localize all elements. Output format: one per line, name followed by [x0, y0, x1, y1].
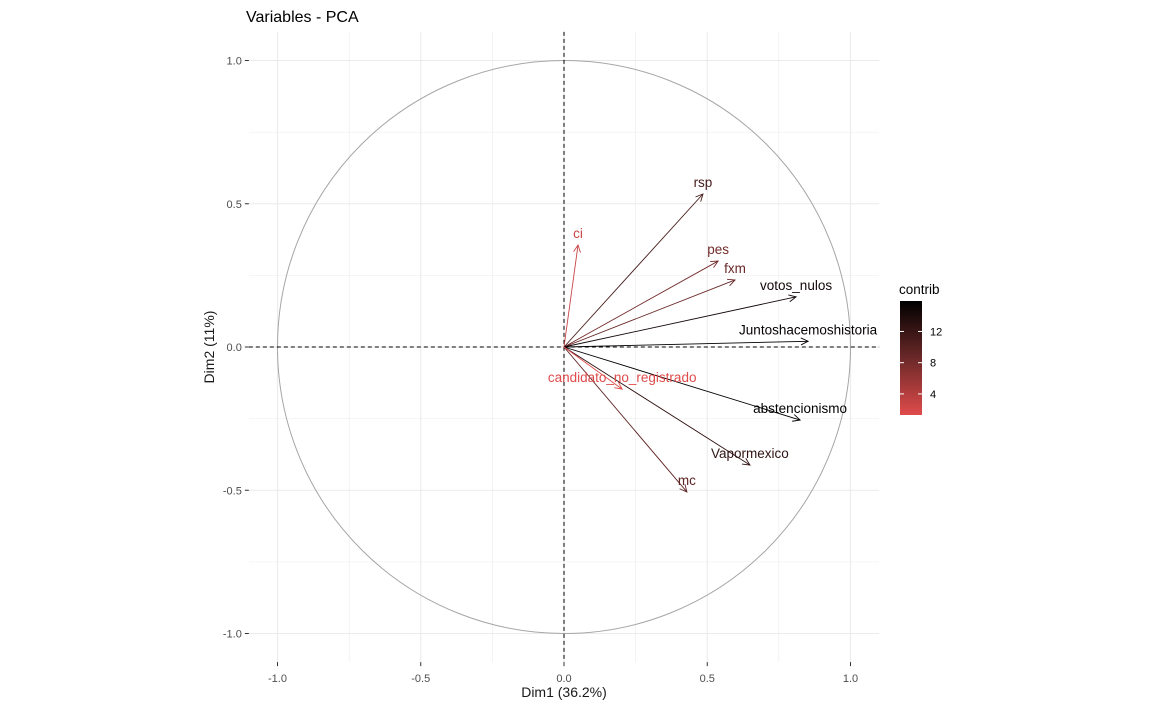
arrow-head: [792, 414, 802, 422]
variable-label: Vapormexico: [711, 446, 789, 461]
arrow-abstencionismo: [563, 346, 802, 422]
contrib-legend: contrib 4 8 12: [899, 282, 942, 415]
x-tick-label: -0.5: [411, 673, 430, 685]
arrow-shaft: [563, 260, 719, 348]
arrow-shaft: [563, 340, 809, 348]
x-axis-label: Dim1 (36.2%): [521, 684, 607, 700]
y-tick-label: 0.5: [227, 199, 242, 211]
variable-label: fxm: [724, 261, 746, 276]
y-tick-label: 1.0: [227, 56, 242, 68]
x-tick-label: 0.5: [700, 673, 715, 685]
legend-title: contrib: [899, 282, 940, 297]
arrow-shaft: [563, 346, 623, 390]
legend-colorbar: [900, 301, 922, 415]
chart-title: Variables - PCA: [246, 9, 359, 26]
arrow-Vapormexico: [563, 346, 751, 466]
y-axis-label: Dim2 (11%): [201, 311, 217, 384]
arrow-head: [679, 484, 688, 493]
x-tick-label: 0.0: [556, 673, 571, 685]
variable-label: ci: [573, 226, 583, 241]
arrow-shaft: [563, 346, 801, 421]
y-tick-label: 0.0: [227, 342, 242, 354]
variable-label: mc: [678, 473, 696, 488]
arrow-rsp: [563, 193, 704, 348]
arrow-shaft: [563, 193, 704, 348]
y-tick-label: -0.5: [223, 485, 242, 497]
variable-label: rsp: [694, 175, 713, 190]
arrow-shaft: [563, 296, 797, 348]
arrow-head: [788, 294, 798, 303]
arrow-Juntoshacemoshistoria: [563, 337, 810, 348]
arrow-shaft: [563, 279, 736, 348]
variable-label: pes: [707, 242, 729, 257]
x-tick-label: 1.0: [843, 673, 858, 685]
x-axis-ticks: -1.0 -0.5 0.0 0.5 1.0: [268, 662, 858, 685]
variable-label: votos_nulos: [760, 278, 832, 293]
variable-label: Juntoshacemoshistoria: [739, 322, 878, 337]
variable-label: abstencionismo: [753, 401, 847, 416]
arrow-pes: [563, 260, 720, 348]
arrow-head: [800, 337, 810, 346]
legend-tick-label: 4: [930, 389, 936, 401]
arrow-head: [741, 458, 751, 466]
arrow-head: [695, 193, 704, 202]
x-tick-label: -1.0: [268, 673, 287, 685]
arrow-shaft: [563, 346, 751, 466]
arrow-votos_nulos: [563, 294, 798, 348]
legend-tick-label: 8: [930, 358, 936, 370]
arrow-head: [727, 278, 737, 287]
variable-arrows: [563, 193, 810, 493]
arrow-head: [573, 243, 581, 253]
arrow-shaft: [563, 244, 579, 348]
arrow-fxm: [563, 278, 737, 348]
arrow-candidato_no_registrado: [563, 346, 623, 390]
y-tick-label: -1.0: [223, 629, 242, 641]
arrow-head: [614, 381, 623, 390]
arrow-mc: [563, 346, 688, 493]
y-axis-ticks: -1.0 -0.5 0.0 0.5 1.0: [223, 56, 249, 641]
arrow-shaft: [563, 346, 688, 493]
variable-label: candidato_no_registrado: [548, 370, 697, 385]
arrow-ci: [563, 243, 581, 348]
legend-tick-label: 12: [930, 326, 942, 338]
variable-labels: rsp ci pes fxm votos_nulos Juntoshacemoshisto…: [548, 175, 878, 488]
arrow-head: [710, 260, 720, 268]
